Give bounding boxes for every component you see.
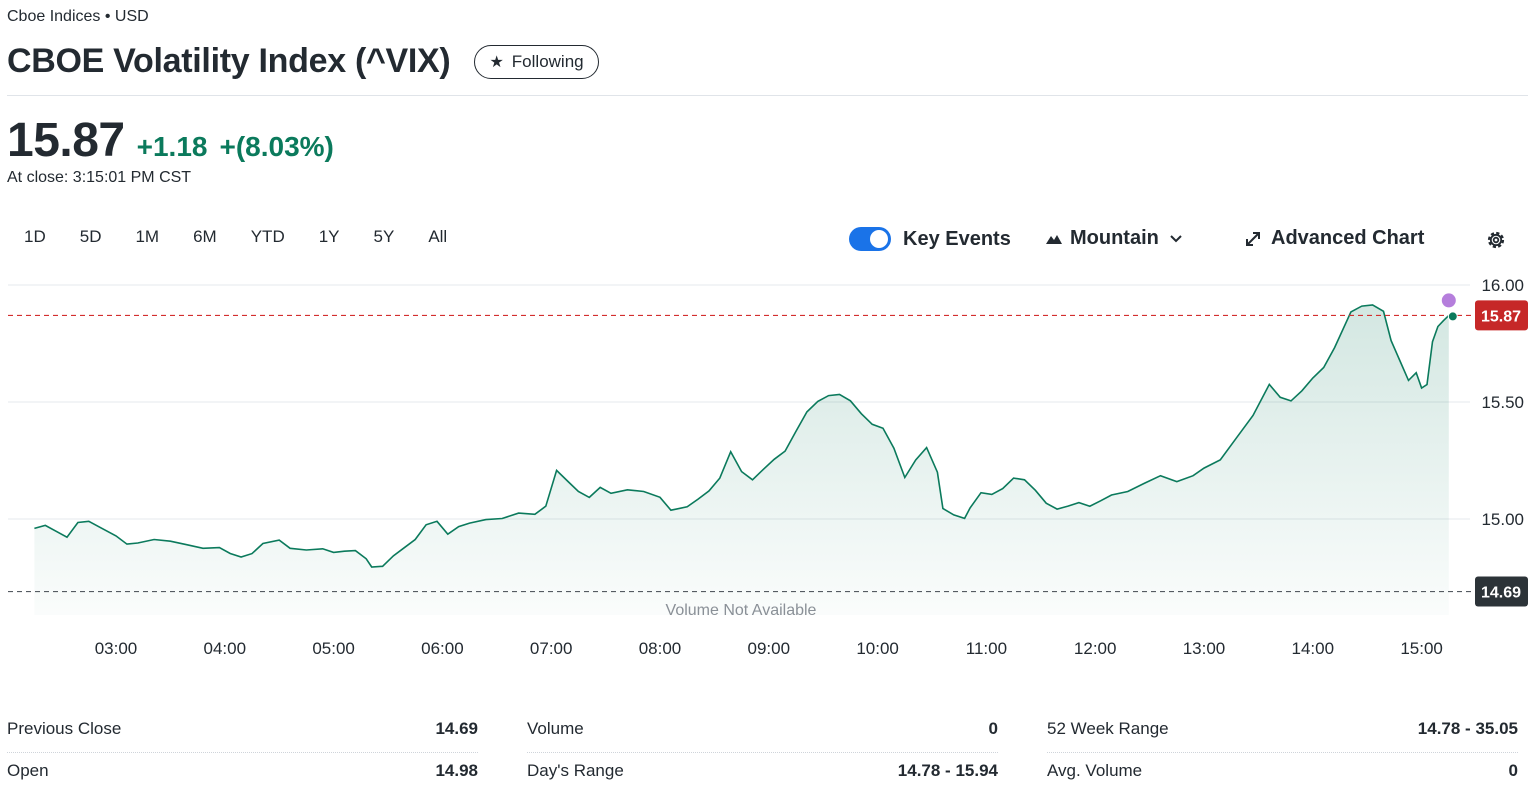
range-1m[interactable]: 1M	[135, 227, 160, 246]
chevron-down-icon	[1170, 234, 1182, 242]
x-tick-label: 09:00	[748, 639, 791, 658]
previous-close-tag: 14.69	[1475, 576, 1528, 607]
x-tick-label: 08:00	[639, 639, 682, 658]
range-6m[interactable]: 6M	[193, 227, 217, 246]
x-tick-label: 06:00	[421, 639, 464, 658]
stat-label: Volume	[527, 718, 584, 738]
chart-type-dropdown[interactable]: Mountain	[1045, 227, 1183, 250]
x-axis: 03:00 04:00 05:00 06:00 07:00 08:00 09:00 10:00…	[95, 639, 1443, 658]
stat-value: 14.78 - 35.05	[1417, 718, 1518, 738]
range-5d[interactable]: 5D	[79, 227, 102, 246]
stat-volume: Volume 0	[527, 705, 998, 753]
exchange-label: Cboe Indices • USD	[7, 8, 149, 25]
x-tick-label: 03:00	[95, 639, 138, 658]
range-ytd[interactable]: YTD	[250, 227, 285, 246]
x-tick-label: 15:00	[1400, 639, 1443, 658]
stat-days-range: Day's Range 14.78 - 15.94	[527, 747, 998, 785]
x-tick-label: 07:00	[530, 639, 573, 658]
chart-type-label: Mountain	[1070, 227, 1159, 249]
stat-value: 14.69	[435, 718, 478, 738]
x-tick-label: 10:00	[856, 639, 899, 658]
price-row: 15.87 +1.18 +(8.03%)	[7, 113, 334, 168]
key-events-label: Key Events	[903, 227, 1011, 250]
expand-icon	[1246, 231, 1260, 246]
star-icon: ★	[489, 53, 504, 71]
x-tick-label: 11:00	[966, 639, 1007, 658]
following-button[interactable]: ★ Following	[474, 44, 599, 79]
price-area	[34, 304, 1449, 615]
stat-previous-close: Previous Close 14.69	[7, 705, 478, 753]
price-chart[interactable]: 16.00 15.50 15.00 03:00 04:00 05:00 06:00 07:0…	[0, 262, 1531, 672]
advanced-chart-button[interactable]: Advanced Chart	[1244, 227, 1424, 250]
x-tick-label: 14:00	[1292, 639, 1335, 658]
price-change: +1.18	[136, 131, 208, 162]
price-change-percent: +(8.03%)	[219, 131, 334, 162]
toggle-switch[interactable]	[849, 227, 891, 251]
stat-label: Open	[7, 761, 49, 780]
x-tick-label: 13:00	[1183, 639, 1226, 658]
y-tick-label: 15.00	[1481, 510, 1524, 529]
stat-avg-volume: Avg. Volume 0	[1047, 747, 1518, 785]
y-tick-label: 15.50	[1481, 393, 1524, 412]
x-tick-label: 12:00	[1074, 639, 1117, 658]
range-1y[interactable]: 1Y	[318, 227, 340, 246]
stat-label: Previous Close	[7, 718, 122, 738]
volume-note: Volume Not Available	[666, 602, 817, 619]
stat-label: 52 Week Range	[1047, 718, 1169, 738]
x-tick-label: 04:00	[204, 639, 247, 658]
y-tick-label: 16.00	[1481, 276, 1524, 295]
stat-value: 14.78 - 15.94	[897, 761, 998, 780]
previous-close-tag-label: 14.69	[1481, 585, 1521, 602]
current-price: 15.87	[7, 114, 125, 167]
title-row: CBOE Volatility Index (^VIX) ★ Following	[7, 42, 599, 81]
header-divider	[7, 95, 1528, 96]
key-events-toggle[interactable]: Key Events	[849, 227, 1011, 251]
stat-open: Open 14.98	[7, 747, 478, 785]
range-selector: 1D 5D 1M 6M YTD 1Y 5Y All	[24, 227, 481, 247]
y-axis: 16.00 15.50 15.00	[1481, 276, 1524, 529]
current-price-tag: 15.87	[1475, 300, 1528, 331]
stat-value: 14.98	[435, 761, 478, 780]
following-label: Following	[511, 51, 584, 71]
current-price-tag-label: 15.87	[1481, 308, 1521, 325]
gear-icon[interactable]	[1484, 228, 1508, 252]
range-1d[interactable]: 1D	[24, 227, 46, 246]
stat-label: Day's Range	[527, 761, 624, 780]
stat-value: 0	[1508, 761, 1518, 780]
advanced-chart-label: Advanced Chart	[1271, 227, 1425, 249]
mountain-icon	[1046, 234, 1062, 244]
range-5y[interactable]: 5Y	[373, 227, 395, 246]
key-event-marker[interactable]	[1441, 293, 1456, 308]
last-price-dot	[1447, 311, 1458, 322]
stat-label: Avg. Volume	[1047, 761, 1143, 780]
stat-value: 0	[988, 718, 998, 738]
stat-52-week-range: 52 Week Range 14.78 - 35.05	[1047, 705, 1518, 753]
price-line	[34, 304, 1450, 568]
page-title: CBOE Volatility Index (^VIX)	[7, 42, 451, 80]
range-all[interactable]: All	[428, 227, 448, 246]
x-tick-label: 05:00	[312, 639, 355, 658]
close-time: At close: 3:15:01 PM CST	[7, 169, 192, 186]
